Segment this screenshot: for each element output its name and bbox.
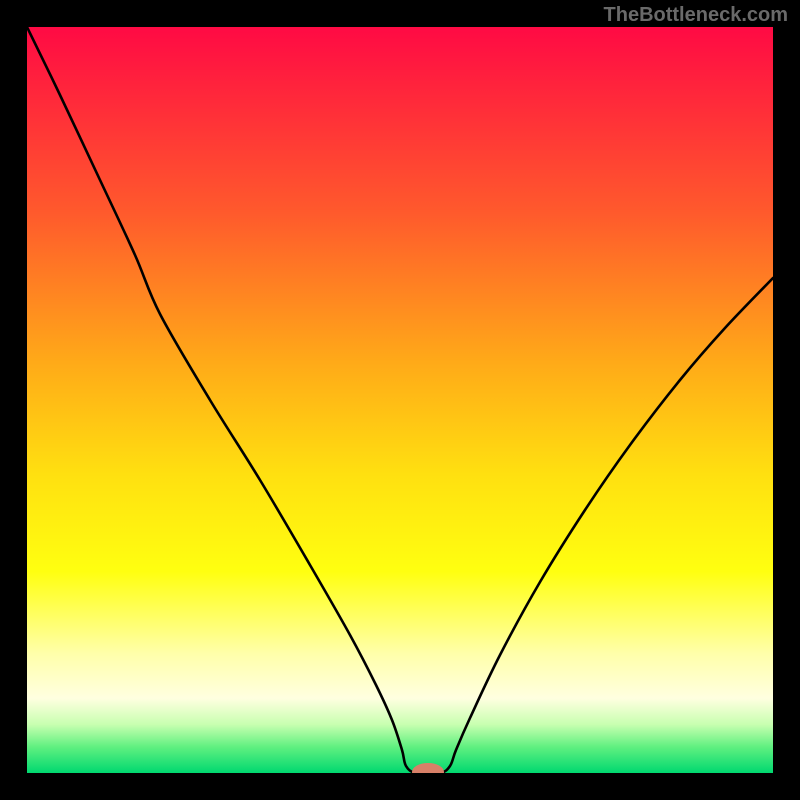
watermark-text: TheBottleneck.com bbox=[604, 4, 788, 27]
optimal-point-marker bbox=[412, 763, 444, 781]
plot-background bbox=[27, 27, 773, 773]
chart-container: { "watermark": { "text": "TheBottleneck.… bbox=[0, 0, 800, 800]
chart-svg bbox=[0, 0, 800, 800]
